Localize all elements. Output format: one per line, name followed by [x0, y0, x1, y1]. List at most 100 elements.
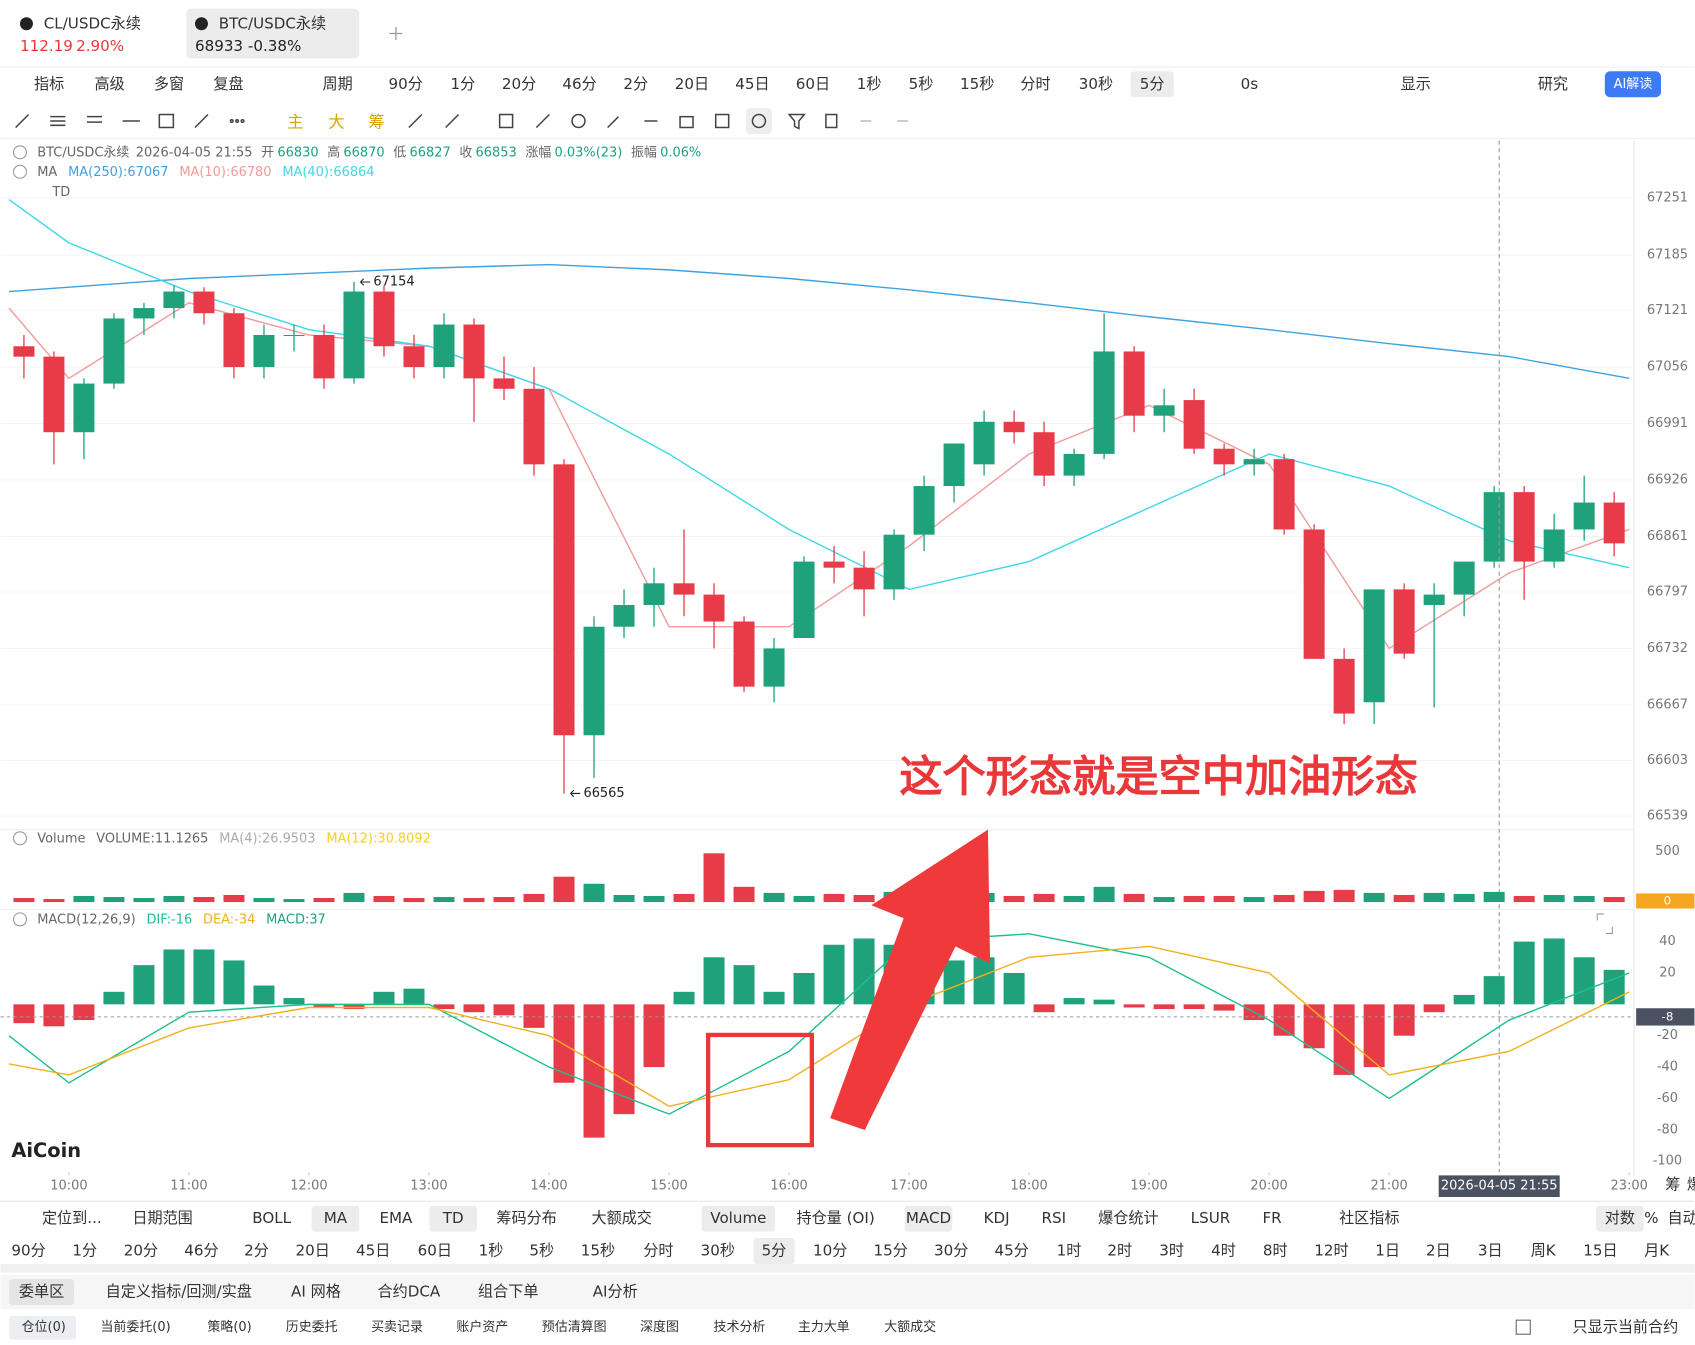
period[interactable]: 月K	[1644, 1242, 1670, 1260]
period[interactable]: 30秒	[701, 1242, 735, 1260]
bottom-tab[interactable]: 委单区	[19, 1283, 64, 1301]
period[interactable]: 8时	[1263, 1242, 1288, 1260]
draw-tool[interactable]: 大	[328, 113, 344, 132]
period[interactable]: 4时	[1211, 1242, 1236, 1260]
indicator[interactable]: LSUR	[1191, 1209, 1231, 1227]
period[interactable]: 1日	[1375, 1242, 1400, 1260]
indicator[interactable]: 日期范围	[132, 1209, 192, 1227]
period[interactable]: 2时	[1107, 1242, 1132, 1260]
indicator[interactable]: EMA	[379, 1209, 413, 1227]
period[interactable]: 45日	[735, 75, 769, 93]
indicator[interactable]: 定位到...	[42, 1209, 102, 1227]
period[interactable]: 15秒	[581, 1242, 615, 1260]
indicator[interactable]: TD	[442, 1209, 464, 1227]
period[interactable]: 60日	[796, 75, 830, 93]
period[interactable]: 90分	[388, 75, 422, 93]
period[interactable]: 20日	[675, 75, 709, 93]
period[interactable]: 46分	[184, 1242, 218, 1260]
tab[interactable]	[9, 8, 174, 59]
checkbox[interactable]	[1515, 1319, 1531, 1335]
period[interactable]: 分时	[1020, 75, 1050, 93]
indicator[interactable]: FR	[1262, 1209, 1282, 1227]
toolbar-item[interactable]: 复盘	[213, 75, 243, 93]
subtab[interactable]: 买卖记录	[371, 1320, 423, 1335]
period[interactable]: 5分	[762, 1242, 787, 1260]
indicator[interactable]: BOLL	[252, 1209, 291, 1227]
indicator[interactable]: RSI	[1042, 1209, 1067, 1227]
period[interactable]: 分时	[643, 1242, 673, 1260]
bottom-tab[interactable]: AI分析	[593, 1283, 638, 1301]
splitter[interactable]	[0, 1263, 1695, 1273]
subtab[interactable]: 策略(0)	[207, 1319, 251, 1335]
subtab[interactable]: 技术分析	[714, 1320, 766, 1335]
indicator[interactable]: 自动	[1667, 1209, 1695, 1227]
toolbar-item[interactable]: 高级	[95, 75, 125, 93]
subtab[interactable]: 账户资产	[456, 1319, 508, 1335]
subtab[interactable]: 当前委托(0)	[100, 1319, 170, 1335]
subtab[interactable]: 主力大单	[798, 1320, 850, 1335]
period[interactable]: 10分	[813, 1242, 847, 1260]
draw-tool[interactable]: 主	[287, 113, 303, 132]
draw-tool[interactable]: 筹	[368, 113, 384, 132]
period[interactable]: 2分	[244, 1242, 269, 1260]
bottom-tab[interactable]: 合约DCA	[378, 1283, 441, 1301]
period[interactable]: 90分	[11, 1242, 45, 1260]
subtab[interactable]: 仓位(0)	[22, 1320, 66, 1335]
period[interactable]: 15分	[874, 1242, 908, 1260]
indicator[interactable]: 社区指标	[1339, 1209, 1399, 1227]
period[interactable]: 3日	[1478, 1242, 1503, 1260]
period[interactable]: 30秒	[1079, 75, 1113, 93]
add-tab[interactable]	[389, 27, 403, 40]
period[interactable]: 周K	[1531, 1242, 1557, 1260]
period[interactable]: 20日	[296, 1242, 330, 1260]
period[interactable]: 5分	[1140, 75, 1165, 93]
subtab[interactable]: 深度图	[640, 1319, 679, 1335]
toolbar-item[interactable]: 周期	[322, 75, 352, 93]
period[interactable]: 45分	[995, 1242, 1029, 1260]
period[interactable]: 1秒	[857, 75, 882, 93]
period[interactable]: 45日	[356, 1242, 390, 1260]
period[interactable]: 5秒	[909, 75, 934, 93]
period[interactable]: 3时	[1159, 1242, 1184, 1260]
indicator[interactable]: MA	[324, 1209, 348, 1227]
period[interactable]: 15秒	[960, 75, 994, 93]
ai-button[interactable]	[1604, 71, 1661, 98]
subtab[interactable]: 预估清算图	[542, 1320, 607, 1335]
tab-active[interactable]	[186, 8, 360, 59]
toolbar-item[interactable]: 0s	[1241, 75, 1259, 93]
indicator[interactable]: 对数	[1605, 1209, 1635, 1227]
indicator[interactable]: Volume	[710, 1209, 766, 1227]
period[interactable]: 20分	[502, 75, 536, 93]
period[interactable]: 1分	[72, 1242, 97, 1260]
period[interactable]: 5秒	[529, 1242, 554, 1260]
toolbar-item[interactable]: 指标	[34, 75, 64, 93]
bottom-tab[interactable]: AI 网格	[291, 1283, 341, 1301]
period[interactable]: 2分	[623, 75, 648, 93]
period[interactable]: 20分	[124, 1242, 158, 1260]
bottom-tab[interactable]: 自定义指标/回测/实盘	[106, 1283, 252, 1301]
indicator[interactable]: MACD	[906, 1209, 951, 1227]
toolbar-item[interactable]: 多窗	[154, 75, 184, 93]
period[interactable]: 1分	[451, 75, 476, 93]
only-current[interactable]: 只显示当前合约	[1573, 1318, 1679, 1336]
period[interactable]: 60日	[418, 1242, 452, 1260]
indicator[interactable]: 持仓量 (OI)	[796, 1209, 874, 1227]
period[interactable]: 2日	[1426, 1242, 1451, 1260]
indicator[interactable]: 爆仓统计	[1098, 1209, 1158, 1227]
indicator[interactable]: KDJ	[984, 1209, 1010, 1227]
subtab[interactable]: 大额成交	[884, 1319, 936, 1335]
period[interactable]: 30分	[934, 1242, 968, 1260]
indicator[interactable]: 大额成交	[591, 1209, 651, 1227]
indicator[interactable]: %	[1644, 1209, 1658, 1227]
indicator[interactable]: 筹码分布	[496, 1209, 556, 1227]
toolbar-item[interactable]: AI解读	[1614, 77, 1653, 92]
toolbar-item[interactable]: 研究	[1538, 75, 1568, 93]
toolbar-item[interactable]: 显示	[1401, 75, 1431, 93]
period[interactable]: 1时	[1057, 1242, 1082, 1260]
bottom-tab[interactable]: 组合下单	[478, 1283, 538, 1301]
period[interactable]: 12时	[1314, 1242, 1348, 1260]
period[interactable]: 46分	[562, 75, 596, 93]
subtab[interactable]: 历史委托	[286, 1320, 338, 1335]
period[interactable]: 15日	[1583, 1242, 1617, 1260]
period[interactable]: 1秒	[479, 1242, 504, 1260]
